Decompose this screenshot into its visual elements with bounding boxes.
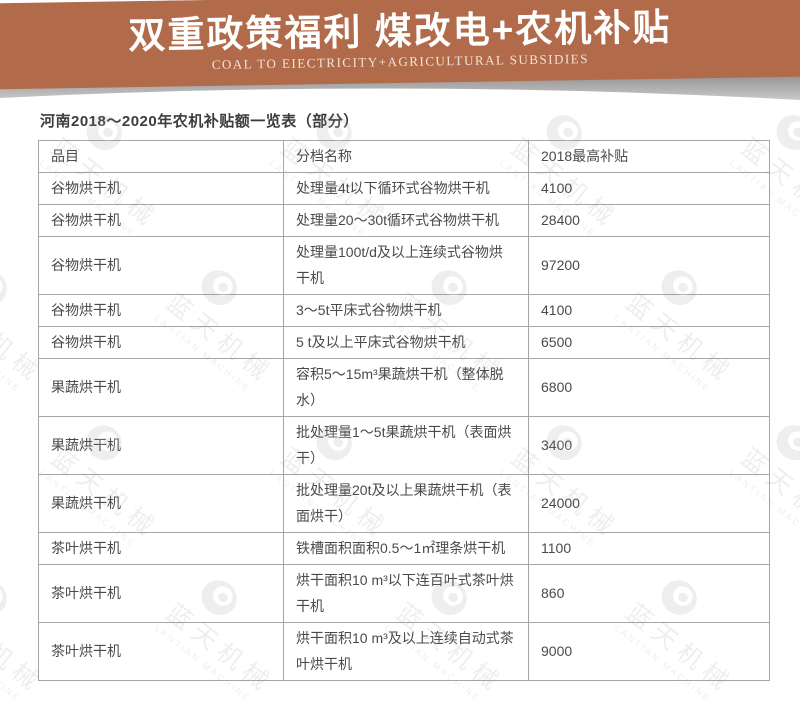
table-row: 果蔬烘干机 批处理量1～5t果蔬烘干机（表面烘干） 3400 (38, 416, 770, 475)
lantian-logo-icon (769, 418, 800, 468)
lantian-logo-icon (769, 108, 800, 158)
table-cell: 谷物烘干机 (38, 326, 284, 359)
table-cell: 5 t及以上平床式谷物烘干机 (283, 326, 529, 359)
table-cell: 茶叶烘干机 (38, 564, 284, 623)
table-cell: 28400 (528, 204, 770, 237)
lantian-logo-icon (0, 0, 14, 3)
watermark-subtext: LANTIAN MACHINE (0, 313, 24, 395)
table-cell: 860 (528, 564, 770, 623)
content-area: 河南2018～2020年农机补贴额一览表（部分） 品目 分档名称 2018最高补… (38, 110, 770, 681)
table-cell: 6800 (528, 358, 770, 417)
table-row: 谷物烘干机 处理量4t以下循环式谷物烘干机 4100 (38, 172, 770, 205)
table-cell: 处理量100t/d及以上连续式谷物烘干机 (283, 236, 529, 295)
table-cell: 铁槽面积面积0.5～1㎡理条烘干机 (283, 532, 529, 565)
column-header-subsidy: 2018最高补贴 (528, 140, 770, 173)
table-cell: 谷物烘干机 (38, 172, 284, 205)
table-cell: 批处理量20t及以上果蔬烘干机（表面烘干） (283, 474, 529, 533)
table-row: 茶叶烘干机 烘干面积10 m³及以上连续自动式茶叶烘干机 9000 (38, 622, 770, 681)
column-header-item: 品目 (38, 140, 284, 173)
table-cell: 处理量4t以下循环式谷物烘干机 (283, 172, 529, 205)
table-cell: 谷物烘干机 (38, 204, 284, 237)
table-title: 河南2018～2020年农机补贴额一览表（部分） (40, 113, 359, 130)
table-cell: 批处理量1～5t果蔬烘干机（表面烘干） (283, 416, 529, 475)
table-row: 果蔬烘干机 批处理量20t及以上果蔬烘干机（表面烘干） 24000 (38, 474, 770, 533)
table-cell: 3400 (528, 416, 770, 475)
table-row: 谷物烘干机 5 t及以上平床式谷物烘干机 6500 (38, 326, 770, 359)
table-cell: 茶叶烘干机 (38, 622, 284, 681)
table-cell: 谷物烘干机 (38, 236, 284, 295)
table-row: 谷物烘干机 处理量100t/d及以上连续式谷物烘干机 97200 (38, 236, 770, 295)
subsidy-table: 品目 分档名称 2018最高补贴 谷物烘干机 处理量4t以下循环式谷物烘干机 410… (38, 140, 770, 681)
table-row: 茶叶烘干机 烘干面积10 m³以下连百叶式茶叶烘干机 860 (38, 564, 770, 623)
table-cell: 果蔬烘干机 (38, 358, 284, 417)
table-cell: 97200 (528, 236, 770, 295)
table-cell: 谷物烘干机 (38, 294, 284, 327)
table-row: 果蔬烘干机 容积5～15m³果蔬烘干机（整体脱水） 6800 (38, 358, 770, 417)
table-cell: 烘干面积10 m³以下连百叶式茶叶烘干机 (283, 564, 529, 623)
table-cell: 茶叶烘干机 (38, 532, 284, 565)
table-cell: 果蔬烘干机 (38, 416, 284, 475)
table-cell: 烘干面积10 m³及以上连续自动式茶叶烘干机 (283, 622, 529, 681)
table-cell: 6500 (528, 326, 770, 359)
table-cell: 4100 (528, 172, 770, 205)
table-cell: 容积5～15m³果蔬烘干机（整体脱水） (283, 358, 529, 417)
table-cell: 4100 (528, 294, 770, 327)
watermark-subtext: LANTIAN MACHINE (0, 623, 24, 705)
column-header-tier: 分档名称 (283, 140, 529, 173)
table-row: 谷物烘干机 3～5t平床式谷物烘干机 4100 (38, 294, 770, 327)
lantian-logo-icon (0, 263, 14, 313)
table-cell: 果蔬烘干机 (38, 474, 284, 533)
table-row: 谷物烘干机 处理量20～30t循环式谷物烘干机 28400 (38, 204, 770, 237)
table-cell: 3～5t平床式谷物烘干机 (283, 294, 529, 327)
lantian-logo-icon (0, 573, 14, 623)
table-cell: 1100 (528, 532, 770, 565)
banner: 双重政策福利 煤改电+农机补贴 COAL TO EIECTRICITY+AGRI… (0, 0, 800, 90)
table-cell: 处理量20～30t循环式谷物烘干机 (283, 204, 529, 237)
table-row: 茶叶烘干机 铁槽面积面积0.5～1㎡理条烘干机 1100 (38, 532, 770, 565)
table-header-row: 品目 分档名称 2018最高补贴 (38, 140, 770, 173)
table-cell: 24000 (528, 474, 770, 533)
table-cell: 9000 (528, 622, 770, 681)
